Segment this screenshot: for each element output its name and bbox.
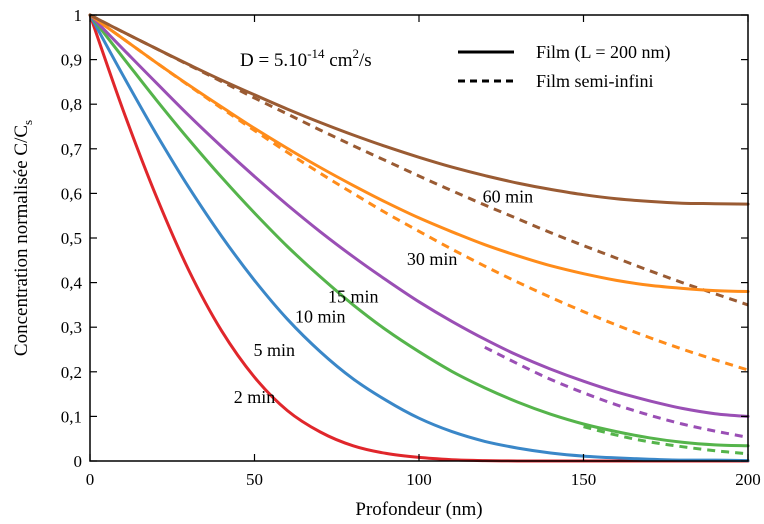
legend-solid-label: Film (L = 200 nm): [536, 42, 670, 63]
series-line-10min-dashed: [583, 425, 749, 456]
y-tick-label: 0: [74, 452, 83, 471]
curve-label: 2 min: [234, 387, 276, 407]
x-tick-label: 100: [406, 470, 432, 489]
x-axis-title: Profondeur (nm): [355, 499, 482, 520]
axis-ticks: 0 50 100 150 200 0 0,1 0,2 0,3 0,4 0,5 0,6 0,7 0,8 0,9…: [61, 6, 761, 489]
y-tick-label: 0,4: [61, 274, 83, 293]
curve-label: 5 min: [253, 340, 295, 360]
y-tick-label: 0,9: [61, 51, 82, 70]
series-line-30min-solid: [88, 13, 750, 293]
x-tick-label: 200: [735, 470, 761, 489]
y-tick-label: 0,8: [61, 95, 82, 114]
series-line-30min-dashed: [89, 13, 749, 372]
x-tick-label: 0: [86, 470, 95, 489]
legend: Film (L = 200 nm) Film semi-infini: [458, 42, 670, 91]
series-line-60min-solid: [88, 13, 750, 206]
y-tick-label: 0,1: [61, 407, 82, 426]
series-line-10min-solid: [88, 13, 750, 448]
diffusion-coefficient-annotation: D = 5.10-14 cm2/s: [240, 46, 372, 71]
y-tick-label: 0,5: [61, 229, 82, 248]
curve-label: 10 min: [295, 307, 346, 327]
legend-dashed-label: Film semi-infini: [536, 71, 654, 91]
curve-label: 60 min: [483, 186, 534, 206]
curve-label: 15 min: [328, 287, 379, 307]
curve-label: 30 min: [407, 249, 458, 269]
x-tick-label: 50: [246, 470, 263, 489]
series-line-60min-dashed: [89, 13, 749, 307]
y-tick-label: 0,3: [61, 318, 82, 337]
y-tick-label: 0,7: [61, 140, 83, 159]
series-line-15min-solid: [88, 13, 750, 418]
y-tick-label: 0,6: [61, 184, 82, 203]
y-tick-label: 0,2: [61, 363, 82, 382]
y-tick-label: 1: [74, 6, 83, 25]
series-line-5min-solid: [88, 13, 750, 463]
y-axis-title: Concentration normalisée C/Cs: [11, 120, 35, 356]
series-curves: [88, 13, 750, 463]
x-tick-label: 150: [571, 470, 597, 489]
series-line-15min-dashed: [484, 345, 749, 439]
